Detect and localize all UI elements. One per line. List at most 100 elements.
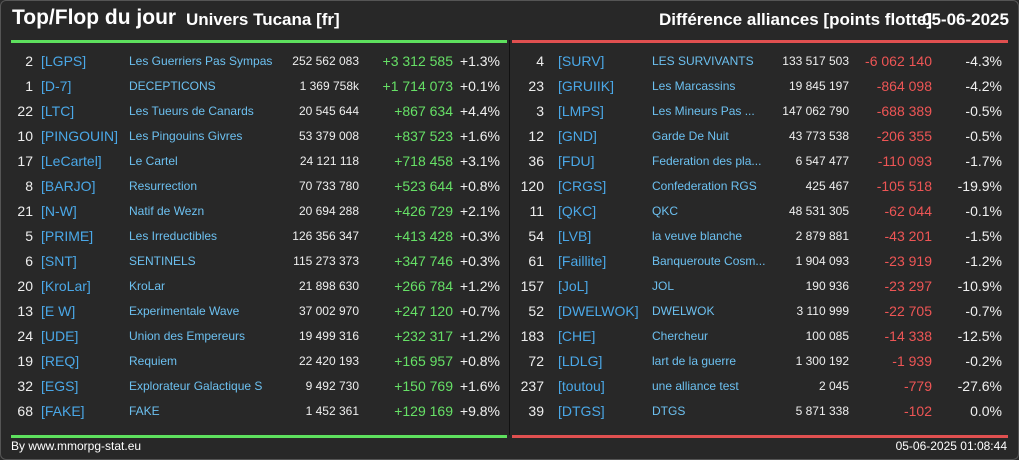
points-difference: -22 705 [884, 303, 932, 319]
alliance-tag[interactable]: [GRUIIK] [558, 78, 615, 94]
alliance-tag[interactable]: [Faillite] [558, 253, 607, 269]
alliance-tag[interactable]: [REQ] [41, 353, 80, 369]
alliance-tag[interactable]: [FDU] [558, 153, 595, 169]
alliance-tag[interactable]: [DTGS] [558, 403, 605, 419]
alliance-name[interactable]: Les Guerriers Pas Sympas [129, 54, 273, 68]
alliance-name[interactable]: FAKE [129, 404, 160, 418]
alliance-tag[interactable]: [CRGS] [558, 178, 607, 194]
alliance-points: 1 904 093 [795, 254, 849, 268]
top-gainers-panel: 2 [LGPS] Les Guerriers Pas Sympas 252 562 0… [11, 40, 507, 438]
alliance-name[interactable]: Les Tueurs de Canards [129, 104, 254, 118]
alliance-points: 2 045 [818, 379, 849, 393]
percent-change: -0.2% [965, 353, 1002, 369]
alliance-tag[interactable]: [GND] [558, 128, 597, 144]
alliance-points: 190 936 [805, 279, 849, 293]
alliance-rank: 237 [520, 378, 544, 394]
alliance-tag[interactable]: [LDLG] [558, 353, 603, 369]
alliance-rank: 23 [528, 78, 544, 94]
alliance-name[interactable]: Explorateur Galactique S [129, 379, 263, 393]
alliance-name[interactable]: Experimentale Wave [129, 304, 240, 318]
top-gainer-row: 68 [FAKE] FAKE 1 452 361 +129 169 +9.8% [11, 399, 507, 424]
alliance-points: 24 121 118 [299, 154, 359, 168]
top-gainer-row: 13 [E W] Experimentale Wave 37 002 970 +247 … [11, 299, 507, 324]
top-loser-row: 183 [CHE] Chercheur 100 085 -14 338 -12.5% [512, 324, 1008, 349]
panel-divider [509, 40, 510, 435]
alliance-tag[interactable]: [SURV] [558, 53, 605, 69]
top-loser-row: 4 [SURV] LES SURVIVANTS 133 517 503 -6 062 1… [512, 49, 1008, 74]
alliance-rank: 17 [17, 153, 33, 169]
alliance-name[interactable]: Le Cartel [129, 154, 178, 168]
alliance-name[interactable]: DECEPTICONS [129, 79, 216, 93]
alliance-tag[interactable]: [PINGOUIN] [41, 128, 119, 144]
alliance-tag[interactable]: [LVB] [558, 228, 592, 244]
footer-timestamp: 05-06-2025 01:08:44 [895, 439, 1007, 453]
alliance-rank: 39 [528, 403, 544, 419]
percent-change: -27.6% [957, 378, 1002, 394]
points-difference: -6 062 140 [865, 53, 932, 69]
percent-change: +1.2% [459, 328, 500, 344]
top-gainer-row: 6 [SNT] SENTINELS 115 273 373 +347 746 +0.3% [11, 249, 507, 274]
alliance-rank: 20 [17, 278, 33, 294]
points-difference: +426 729 [394, 203, 453, 219]
points-difference: -864 098 [876, 78, 932, 94]
alliance-tag[interactable]: [DWELWOK] [558, 303, 639, 319]
alliance-rank: 52 [528, 303, 544, 319]
alliance-name[interactable]: Union des Empereurs [129, 329, 246, 343]
points-difference: +413 428 [394, 228, 453, 244]
alliance-tag[interactable]: [N-W] [41, 203, 77, 219]
percent-change: -0.5% [965, 128, 1002, 144]
alliance-tag[interactable]: [LGPS] [41, 53, 87, 69]
alliance-tag[interactable]: [LMPS] [558, 103, 604, 119]
alliance-rank: 24 [17, 328, 33, 344]
alliance-tag[interactable]: [BARJO] [41, 178, 96, 194]
alliance-tag[interactable]: [PRIME] [41, 228, 94, 244]
universe-label: Univers Tucana [fr] [186, 10, 340, 29]
percent-change: +0.7% [459, 303, 500, 319]
alliance-rank: 183 [520, 328, 544, 344]
alliance-tag[interactable]: [LTC] [41, 103, 75, 119]
alliance-name[interactable]: KroLar [129, 279, 166, 293]
alliance-points: 2 879 881 [795, 229, 849, 243]
alliance-tag[interactable]: [CHE] [558, 328, 596, 344]
top-loser-row: 12 [GND] Garde De Nuit 43 773 538 -206 355 -0… [512, 124, 1008, 149]
top-gainer-row: 17 [LeCartel] Le Cartel 24 121 118 +718 458 +… [11, 149, 507, 174]
alliance-tag[interactable]: [EGS] [41, 378, 79, 394]
alliance-tag[interactable]: [JoL] [558, 278, 589, 294]
alliance-name[interactable]: Les Pingouins Givres [129, 129, 243, 143]
alliance-points: 5 871 338 [795, 404, 849, 418]
alliance-tag[interactable]: [toutou] [558, 378, 605, 394]
alliance-rank: 157 [520, 278, 544, 294]
points-difference: +347 746 [394, 253, 453, 269]
alliance-name[interactable]: Resurrection [129, 179, 198, 193]
points-difference: +266 784 [394, 278, 453, 294]
alliance-tag[interactable]: [QKC] [558, 203, 597, 219]
alliance-tag[interactable]: [UDE] [41, 328, 79, 344]
alliance-points: 19 499 316 [298, 329, 359, 343]
percent-change: +3.1% [459, 153, 500, 169]
points-difference: +718 458 [394, 153, 453, 169]
alliance-rank: 12 [528, 128, 544, 144]
alliance-tag[interactable]: [LeCartel] [41, 153, 102, 169]
alliance-rank: 120 [520, 178, 544, 194]
alliance-name[interactable]: Les Irreductibles [129, 229, 218, 243]
points-difference: -23 919 [884, 253, 932, 269]
alliance-tag[interactable]: [KroLar] [41, 278, 91, 294]
alliance-rank: 68 [17, 403, 33, 419]
alliance-name[interactable]: SENTINELS [129, 254, 196, 268]
alliance-points: 20 545 644 [298, 104, 359, 118]
alliance-points: 19 845 197 [788, 79, 849, 93]
top-loser-row: 11 [QKC] QKC 48 531 305 -62 044 -0.1% [512, 199, 1008, 224]
alliance-tag[interactable]: [SNT] [41, 253, 77, 269]
alliance-points: 43 773 538 [788, 129, 849, 143]
alliance-tag[interactable]: [E W] [41, 303, 76, 319]
alliance-rank: 5 [25, 228, 33, 244]
alliance-points: 126 356 347 [292, 229, 359, 243]
alliance-tag[interactable]: [D-7] [41, 78, 72, 94]
alliance-name[interactable]: Requiem [129, 354, 178, 368]
points-difference: +867 634 [394, 103, 453, 119]
percent-change: -0.5% [965, 103, 1002, 119]
alliance-tag[interactable]: [FAKE] [41, 403, 85, 419]
percent-change: +1.6% [459, 128, 500, 144]
points-difference: +523 644 [394, 178, 453, 194]
alliance-name[interactable]: Natif de Wezn [129, 204, 205, 218]
